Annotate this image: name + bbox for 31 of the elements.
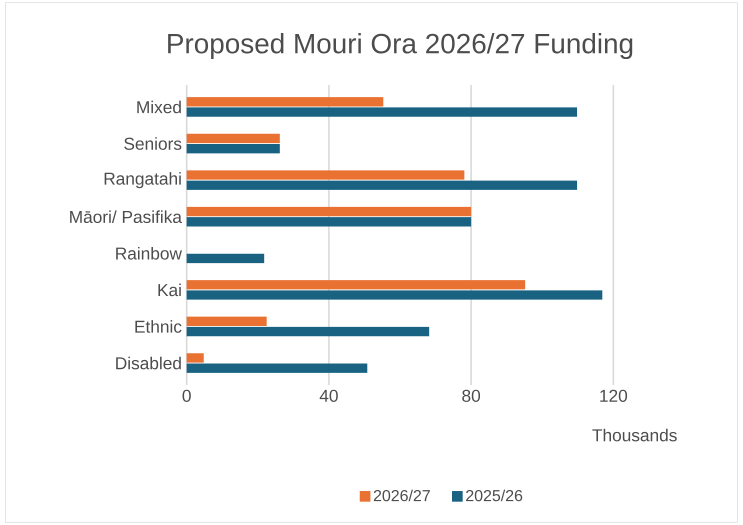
bar [186, 254, 264, 264]
bar [186, 180, 578, 190]
x-tick-label: 80 [462, 390, 480, 402]
bar [186, 144, 280, 154]
y-tick-label: Māori/ Pasifika [70, 210, 182, 224]
y-tick-label: Rainbow [116, 246, 182, 260]
x-axis-title: Thousands [592, 428, 677, 442]
x-tick-label: 120 [600, 390, 628, 402]
bar [186, 206, 472, 216]
chart-title: Proposed Mouri Ora 2026/27 Funding [168, 33, 632, 60]
y-tick-label: Mixed [137, 100, 181, 114]
legend-label: 2026/27 [374, 490, 430, 502]
bar [186, 107, 578, 117]
bar [186, 326, 430, 336]
bar [186, 353, 204, 363]
y-tick-label: Ethnic [135, 320, 182, 333]
legend-label: 2025/26 [466, 490, 522, 502]
bar [186, 134, 280, 144]
y-tick-label: Kai [158, 284, 181, 296]
y-tick-label: Disabled [116, 356, 181, 370]
y-tick-label: Seniors [124, 137, 182, 150]
bar [186, 316, 267, 326]
x-tick-label: 0 [182, 390, 191, 402]
x-tick-label: 40 [320, 390, 338, 402]
y-tick-label: Rangatahi [104, 172, 181, 188]
bar [186, 364, 368, 373]
bar [186, 280, 526, 290]
bar [186, 290, 602, 300]
bar [186, 97, 384, 107]
bar [186, 170, 464, 180]
bar [186, 217, 472, 227]
